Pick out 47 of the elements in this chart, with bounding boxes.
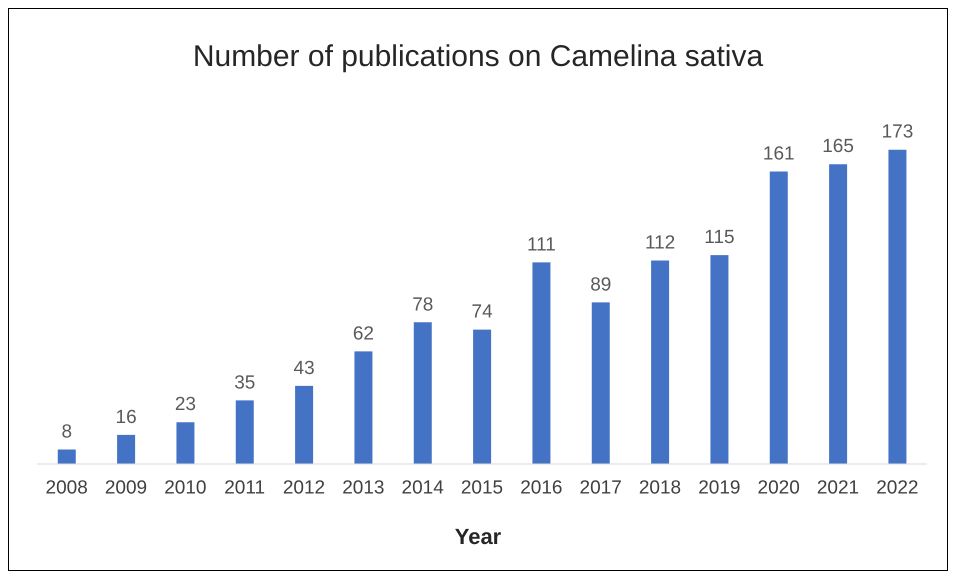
x-tick-label: 2019 — [698, 477, 740, 498]
bar — [473, 330, 492, 464]
data-label: 62 — [352, 323, 374, 344]
x-tick-label: 2021 — [816, 477, 860, 498]
data-label: 173 — [882, 122, 914, 143]
data-label: 74 — [472, 302, 494, 323]
data-label: 23 — [174, 394, 196, 416]
x-tick-label: 2022 — [876, 477, 918, 498]
bar — [592, 302, 610, 464]
data-label: 115 — [704, 227, 735, 248]
x-tick-label: 2018 — [638, 477, 682, 498]
bar — [354, 351, 372, 464]
data-label: 161 — [762, 144, 795, 165]
x-tick-label: 2009 — [104, 477, 148, 498]
bar — [710, 255, 728, 464]
bar — [117, 434, 136, 464]
bar — [651, 260, 670, 464]
data-label: 78 — [412, 294, 434, 316]
chart-title: Number of publications on Camelina sativa — [192, 38, 764, 74]
x-tick-label: 2020 — [758, 477, 800, 498]
x-tick-label: 2017 — [580, 477, 622, 498]
bar — [176, 422, 194, 464]
x-tick-label: 2013 — [342, 477, 384, 498]
x-tick-label: 2010 — [164, 477, 206, 498]
data-label: 165 — [822, 136, 854, 158]
x-tick-label: 2012 — [282, 477, 326, 498]
bar — [295, 386, 314, 464]
data-label: 35 — [234, 372, 256, 394]
data-label: 89 — [590, 274, 612, 296]
x-tick-label: 2015 — [460, 477, 504, 498]
x-tick-label: 2008 — [46, 477, 88, 498]
bar — [888, 150, 906, 464]
x-axis-title: Year — [454, 523, 502, 551]
bar — [770, 172, 788, 464]
bar — [58, 449, 76, 464]
bar — [829, 164, 848, 464]
x-tick-label: 2014 — [402, 477, 444, 498]
bar — [532, 262, 550, 464]
data-label: 43 — [294, 358, 315, 379]
bar — [414, 322, 432, 464]
data-label: 16 — [116, 406, 137, 428]
data-label: 112 — [644, 232, 676, 254]
bar — [236, 400, 254, 464]
x-tick-label: 2016 — [520, 477, 562, 498]
x-tick-label: 2011 — [224, 477, 266, 498]
data-label: 8 — [61, 421, 72, 442]
data-label: 111 — [526, 234, 556, 256]
